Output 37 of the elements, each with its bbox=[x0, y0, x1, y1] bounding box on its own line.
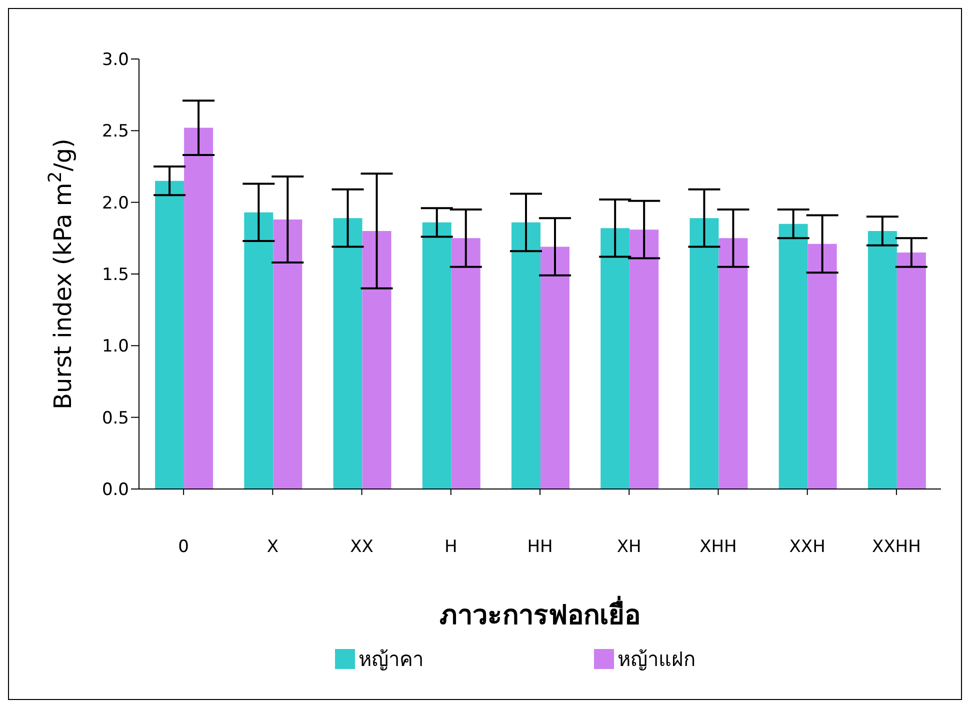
bar bbox=[778, 224, 808, 489]
y-tick-label: 3.0 bbox=[102, 50, 129, 70]
legend-label: หญ้าคา bbox=[358, 646, 424, 673]
y-tick-label: 0.0 bbox=[102, 480, 129, 500]
bar bbox=[600, 228, 630, 489]
bar bbox=[630, 230, 659, 489]
bar bbox=[896, 252, 926, 489]
bar bbox=[244, 212, 274, 489]
y-tick-label: 1.0 bbox=[102, 336, 129, 357]
x-tick-label: XXH bbox=[789, 537, 826, 558]
bar bbox=[868, 231, 897, 489]
x-tick-label: HH bbox=[527, 537, 553, 558]
x-tick-label: H bbox=[444, 537, 458, 558]
x-tick-label: XXHH bbox=[872, 537, 921, 558]
y-tick-label: 0.5 bbox=[102, 408, 129, 428]
bar bbox=[333, 218, 362, 489]
bar bbox=[690, 218, 719, 489]
x-tick-label: 0 bbox=[178, 537, 189, 558]
y-tick-label: 2.5 bbox=[102, 122, 129, 142]
y-tick-label: 1.5 bbox=[102, 265, 129, 286]
x-tick-label: XH bbox=[616, 537, 642, 558]
bar bbox=[451, 238, 480, 489]
bar bbox=[422, 222, 452, 489]
legend-label: หญ้าแฝก bbox=[618, 646, 696, 673]
bar bbox=[808, 244, 837, 489]
bar bbox=[362, 231, 392, 489]
bar bbox=[273, 220, 302, 489]
y-tick-label: 2.0 bbox=[102, 193, 129, 214]
x-axis-title: ภาวะการฟอกเยื่อ bbox=[440, 595, 640, 631]
bar bbox=[511, 222, 540, 489]
bar bbox=[540, 246, 570, 489]
x-tick-label: XHH bbox=[700, 537, 737, 558]
x-tick-label: XX bbox=[350, 537, 374, 558]
bar bbox=[718, 238, 748, 489]
x-tick-label: X bbox=[266, 537, 279, 558]
bar bbox=[155, 180, 184, 489]
bar bbox=[184, 128, 214, 489]
